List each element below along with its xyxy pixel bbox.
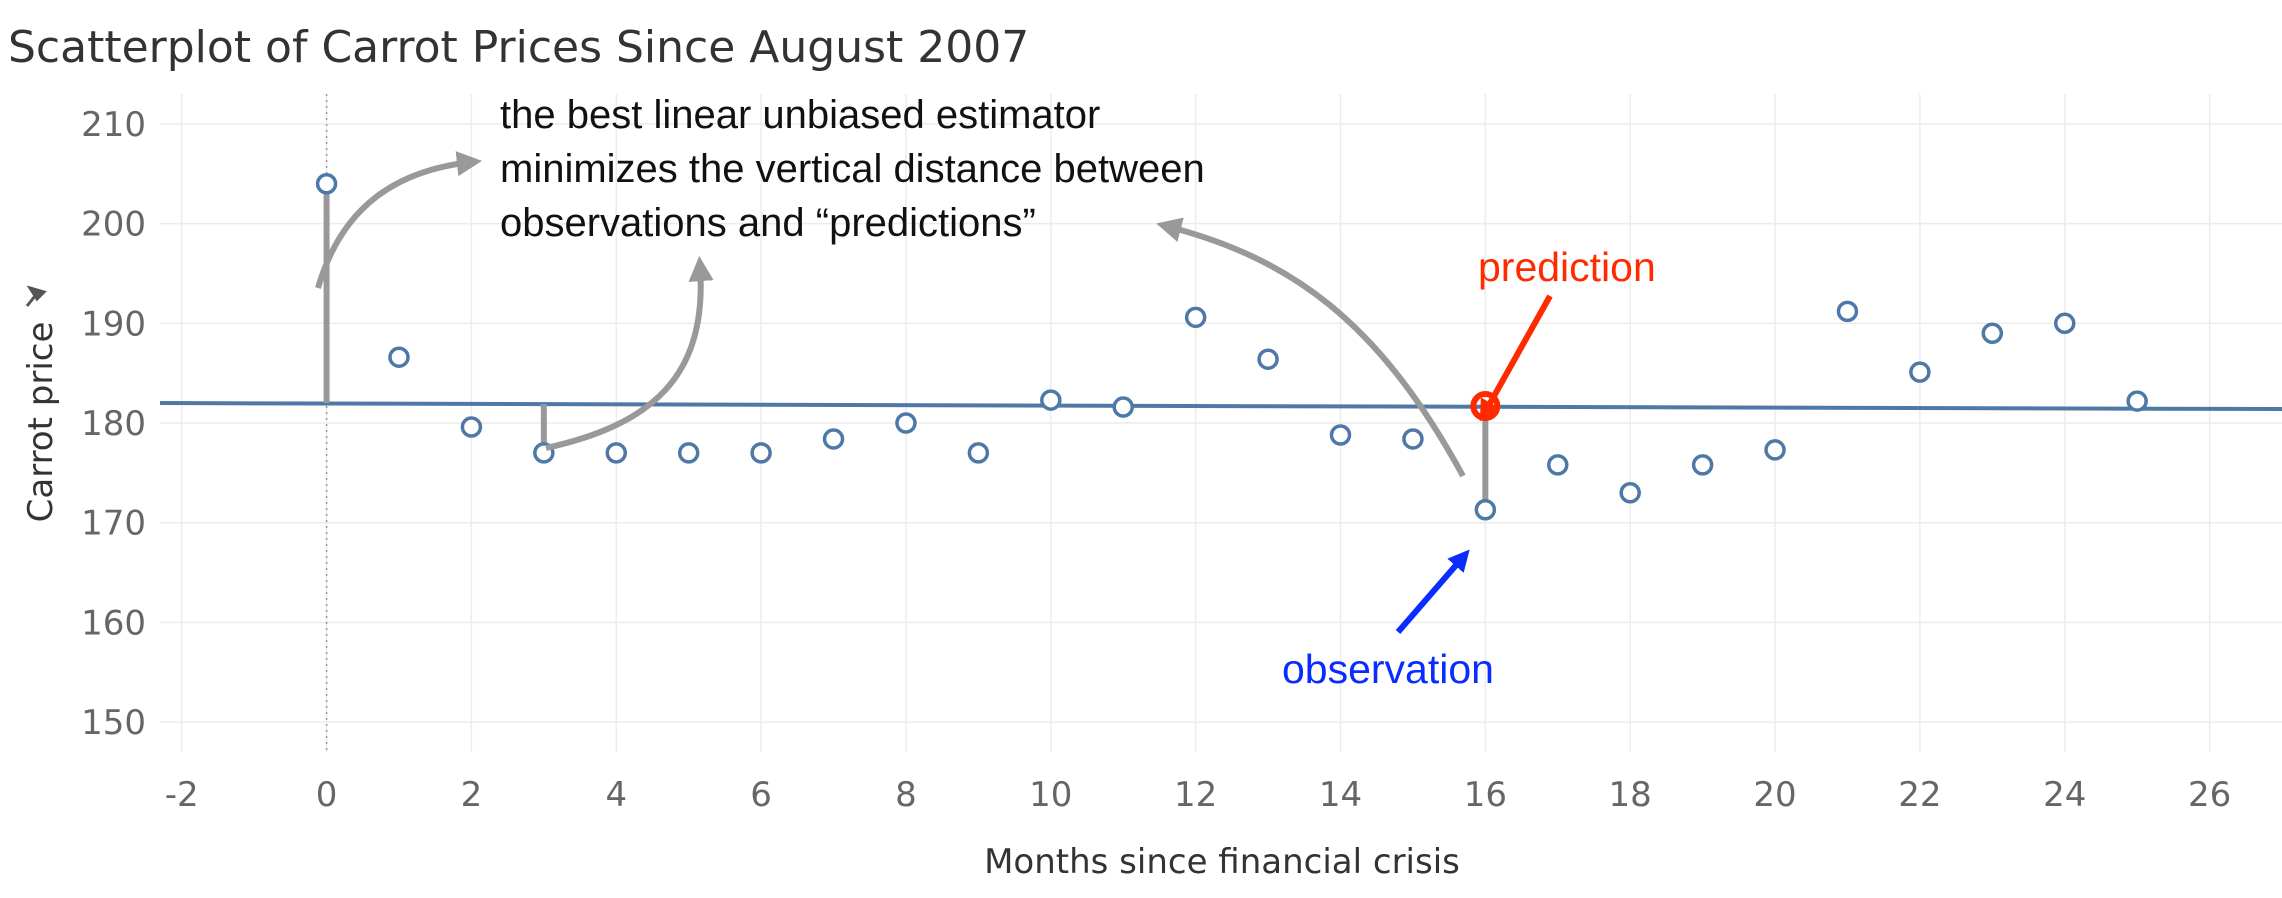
data-point <box>605 442 628 464</box>
data-point <box>1112 396 1134 418</box>
data-point <box>1329 424 1352 446</box>
data-point <box>677 442 700 464</box>
data-point <box>967 442 990 464</box>
x-tick-label: 22 <box>1898 775 1941 815</box>
x-tick-label: 10 <box>1029 775 1072 815</box>
y-tick-label: 180 <box>81 404 146 444</box>
x-tick-label: 0 <box>316 775 338 815</box>
x-tick-label: 18 <box>1609 775 1652 815</box>
annotation-arrows <box>315 151 1553 634</box>
data-point <box>1184 306 1207 329</box>
observation-arrow <box>1395 549 1470 634</box>
data-point <box>1691 454 1714 476</box>
prediction-arrow <box>1479 294 1553 422</box>
y-axis-title: Carrot price <box>21 322 61 523</box>
x-tick-label: -2 <box>165 775 199 815</box>
x-tick-label: 16 <box>1464 775 1507 815</box>
annotation-line-1: the best linear unbiased estimator <box>500 93 1100 137</box>
x-tick-label: 24 <box>2043 775 2086 815</box>
x-tick-label: 2 <box>461 775 483 815</box>
trend-line <box>159 401 2282 412</box>
pin-icon <box>25 285 47 307</box>
prediction-label: prediction <box>1478 244 1656 290</box>
data-point <box>1909 361 1931 383</box>
annotation-line-3: observations and “predictions” <box>500 201 1036 245</box>
data-point <box>1547 454 1569 476</box>
y-tick-label: 150 <box>81 703 146 743</box>
data-point <box>2126 390 2148 412</box>
annotation-text: the best linear unbiased estimator minim… <box>500 93 1205 245</box>
arrow-from-residual-3 <box>545 255 714 451</box>
arrow-from-residual-16 <box>1156 217 1466 478</box>
arrow-from-residual-0 <box>315 151 483 289</box>
annotation-line-2: minimizes the vertical distance between <box>500 147 1205 191</box>
data-point <box>895 412 917 434</box>
y-tick-labels: 150 160 170 180 190 200 210 <box>81 105 146 743</box>
x-tick-label: 4 <box>605 775 627 815</box>
data-point <box>822 428 845 450</box>
data-point <box>1836 300 1859 323</box>
data-point <box>1040 389 1062 411</box>
data-point <box>2053 312 2076 335</box>
data-point <box>1764 439 1786 461</box>
x-tick-label: 26 <box>2188 775 2231 815</box>
gridlines <box>160 94 2282 752</box>
x-axis-title: Months since financial crisis <box>984 842 1460 882</box>
data-point <box>1619 482 1641 504</box>
x-tick-labels: -2 0 2 4 6 8 10 12 14 16 18 20 22 24 26 <box>165 775 2231 815</box>
data-points <box>315 172 2148 521</box>
data-point <box>1402 428 1424 450</box>
y-tick-label: 170 <box>81 504 146 544</box>
data-point <box>460 416 483 438</box>
y-tick-label: 200 <box>81 205 146 245</box>
data-point <box>1257 348 1279 370</box>
observation-label: observation <box>1282 646 1494 692</box>
x-tick-label: 20 <box>1753 775 1796 815</box>
data-point <box>388 346 410 368</box>
y-tick-label: 190 <box>81 304 146 344</box>
x-tick-label: 8 <box>895 775 917 815</box>
y-tick-label: 160 <box>81 603 146 643</box>
data-point <box>315 172 338 195</box>
y-tick-label: 210 <box>81 105 146 145</box>
data-point <box>1981 322 2004 345</box>
data-point <box>750 442 772 464</box>
x-tick-label: 6 <box>750 775 772 815</box>
x-tick-label: 12 <box>1174 775 1217 815</box>
x-tick-label: 14 <box>1319 775 1362 815</box>
chart-title: Scatterplot of Carrot Prices Since Augus… <box>8 22 1029 73</box>
data-point <box>1474 498 1497 521</box>
